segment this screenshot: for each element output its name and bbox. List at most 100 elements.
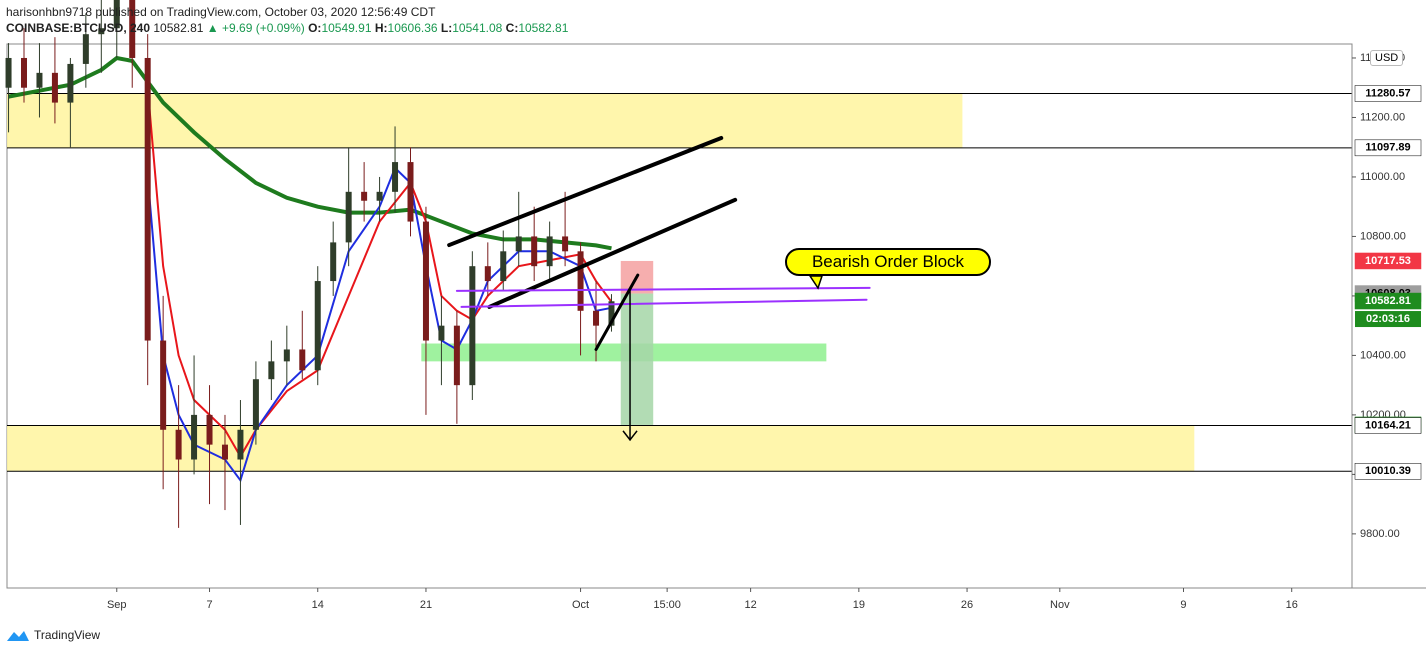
brand: TradingView — [34, 628, 101, 642]
candle-body — [392, 162, 399, 192]
price-tag — [1354, 463, 1422, 480]
trendline — [447, 135, 724, 248]
trendline — [460, 298, 868, 308]
x-tick-label: Nov — [1050, 599, 1070, 611]
candle-body — [453, 325, 460, 386]
change: +9.69 (+0.09%) — [222, 21, 305, 35]
zone — [7, 93, 963, 148]
candle-body — [345, 191, 352, 243]
x-tick-label: Sep — [107, 599, 127, 611]
candle-body — [82, 34, 89, 64]
countdown: 02:03:16 — [1366, 313, 1410, 325]
x-tick-label: 7 — [206, 599, 212, 611]
y-tick-label: 9800.00 — [1360, 528, 1400, 540]
candle-body — [98, 28, 105, 35]
trendline — [599, 274, 639, 342]
publisher: harisonhbn9718 published on TradingView.… — [6, 5, 436, 19]
y-tick-label: 10400.00 — [1360, 349, 1406, 361]
c-label: C: — [505, 21, 519, 35]
candle-body — [252, 379, 259, 430]
price-tag-label: 11280.57 — [1365, 87, 1410, 99]
trendline — [455, 286, 871, 292]
x-tick-label: 16 — [1286, 599, 1298, 611]
l-label: L: — [440, 21, 453, 35]
x-tick-label: 21 — [420, 599, 432, 611]
price-tag-label: 10582.81 — [1365, 295, 1411, 307]
candle-body — [36, 72, 43, 88]
candle-body — [299, 349, 306, 371]
x-tick-label: 19 — [853, 599, 865, 611]
candle-body — [562, 236, 569, 252]
zone — [7, 425, 1195, 472]
candle-body — [438, 325, 445, 341]
y-tick-label: 11200.00 — [1360, 111, 1405, 123]
arrow-head — [622, 430, 638, 442]
candle-body — [314, 281, 321, 371]
high: 10606.36 — [387, 21, 438, 35]
y-tick-label: 11000.00 — [1360, 171, 1405, 183]
candle-body — [484, 266, 491, 282]
candle-body — [268, 361, 275, 380]
candle-body — [67, 63, 74, 103]
candle-body — [113, 0, 120, 29]
header: harisonhbn9718 published on TradingView.… — [6, 4, 568, 36]
h-label: H: — [374, 21, 388, 35]
close: 10582.81 — [518, 21, 569, 35]
candle-body — [422, 221, 429, 341]
price-tag — [1354, 85, 1422, 102]
candle-body — [577, 251, 584, 311]
candle-body — [51, 72, 58, 103]
moving-average — [8, 55, 612, 251]
x-tick-label: 26 — [961, 599, 973, 611]
candle-body — [515, 236, 522, 252]
candle-body — [407, 162, 414, 222]
candle-body — [361, 191, 368, 201]
candle-body — [144, 57, 151, 341]
candle-body — [221, 444, 228, 460]
candle-body — [283, 349, 290, 362]
price-tag-label: 10717.53 — [1365, 255, 1411, 267]
candle-body — [531, 236, 538, 267]
symbol-line: COINBASE:BTCUSD, 240 10582.81 ▲ +9.69 (+… — [6, 20, 568, 36]
candle-body — [237, 429, 244, 460]
candle-body — [206, 414, 213, 445]
price-tag-label: 10164.21 — [1365, 419, 1411, 431]
trendline — [487, 197, 738, 309]
candle-body — [500, 251, 507, 282]
candle-body — [5, 57, 12, 88]
logo — [7, 631, 29, 641]
candle-body — [546, 236, 553, 267]
x-tick-label: 15:00 — [653, 599, 681, 611]
price-tag — [1354, 252, 1422, 270]
currency-button[interactable]: USD — [1370, 50, 1404, 66]
candle-body — [469, 266, 476, 386]
x-tick-label: Oct — [572, 599, 589, 611]
candle-body — [175, 429, 182, 460]
annotation: Bearish Order Block — [785, 248, 991, 276]
candle-body — [129, 0, 136, 58]
price-tag — [1354, 292, 1422, 310]
x-tick-label: 9 — [1180, 599, 1186, 611]
zone — [620, 293, 654, 425]
y-tick-label: 10800.00 — [1360, 230, 1406, 242]
price-tag — [1354, 139, 1422, 157]
candle-body — [160, 340, 167, 430]
price-tag-label: 11097.89 — [1365, 142, 1410, 154]
candle-body — [21, 57, 28, 88]
candle-body — [330, 242, 337, 282]
price-tag — [1354, 417, 1422, 434]
symbol: COINBASE:BTCUSD, 240 — [6, 21, 151, 35]
x-tick-label: 14 — [312, 599, 324, 611]
countdown-tag — [1355, 311, 1421, 328]
last: 10582.81 — [153, 21, 204, 35]
candle-body — [593, 310, 600, 326]
candle-body — [608, 301, 615, 326]
footer: TradingView — [6, 628, 100, 642]
callout-pointer — [808, 275, 824, 290]
candle-body — [376, 191, 383, 201]
o-label: O: — [308, 21, 322, 35]
arrow: ▲ — [206, 21, 219, 35]
price-tag-label: 10010.39 — [1365, 465, 1411, 477]
